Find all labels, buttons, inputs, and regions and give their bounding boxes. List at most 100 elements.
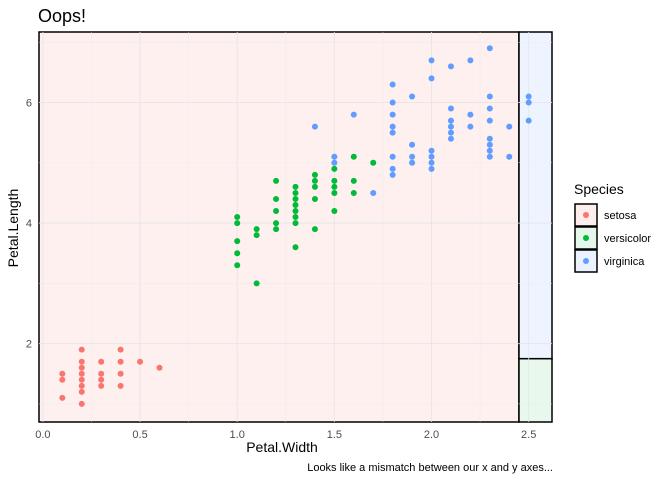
data-point-virginica xyxy=(389,171,396,178)
data-point-virginica xyxy=(370,189,377,196)
data-point-versicolor xyxy=(292,214,299,221)
data-point-virginica xyxy=(428,147,435,154)
data-point-versicolor xyxy=(331,208,338,215)
y-axis-title: Petal.Length xyxy=(5,189,21,268)
data-point-setosa xyxy=(59,370,66,377)
data-point-versicolor xyxy=(370,159,377,166)
data-point-virginica xyxy=(428,159,435,166)
data-point-versicolor xyxy=(350,177,357,184)
data-point-setosa xyxy=(156,364,163,371)
data-point-versicolor xyxy=(273,195,280,202)
data-point-versicolor xyxy=(234,220,241,227)
y-tick-label: 2 xyxy=(26,339,32,351)
data-point-versicolor xyxy=(292,201,299,208)
legend-title: Species xyxy=(574,181,624,197)
data-point-setosa xyxy=(98,358,105,365)
data-point-versicolor xyxy=(273,220,280,227)
data-point-setosa xyxy=(78,382,85,389)
data-point-virginica xyxy=(486,117,493,124)
data-point-versicolor xyxy=(234,238,241,245)
x-axis-ticks: 0.0 0.5 1.0 1.5 2.0 2.5 xyxy=(35,429,536,441)
data-point-virginica xyxy=(389,165,396,172)
data-point-setosa xyxy=(137,358,144,365)
data-point-virginica xyxy=(506,153,513,160)
data-point-virginica xyxy=(525,93,532,100)
x-axis-title: Petal.Width xyxy=(246,439,318,455)
data-point-setosa xyxy=(98,382,105,389)
data-point-versicolor xyxy=(331,189,338,196)
data-point-versicolor xyxy=(253,226,260,233)
data-point-virginica xyxy=(447,135,454,142)
decision-regions xyxy=(38,31,553,423)
data-point-versicolor xyxy=(234,250,241,257)
data-point-virginica xyxy=(525,99,532,106)
data-point-virginica xyxy=(447,117,454,124)
data-point-virginica xyxy=(447,105,454,112)
legend-point-versicolor xyxy=(583,235,589,241)
data-point-virginica xyxy=(467,123,474,130)
data-point-versicolor xyxy=(292,244,299,251)
data-point-versicolor xyxy=(311,183,318,190)
data-point-virginica xyxy=(428,153,435,160)
data-point-versicolor xyxy=(311,226,318,233)
data-point-setosa xyxy=(59,394,66,401)
data-point-versicolor xyxy=(292,220,299,227)
data-point-versicolor xyxy=(292,208,299,215)
data-points xyxy=(59,45,532,407)
data-point-virginica xyxy=(486,153,493,160)
data-point-setosa xyxy=(78,346,85,353)
data-point-setosa xyxy=(78,376,85,383)
data-point-virginica xyxy=(331,153,338,160)
data-point-versicolor xyxy=(253,232,260,239)
data-point-versicolor xyxy=(253,280,260,287)
data-point-virginica xyxy=(389,111,396,118)
data-point-virginica xyxy=(486,105,493,112)
x-tick-label: 0.0 xyxy=(35,429,50,441)
chart-caption: Looks like a mismatch between our x and … xyxy=(307,462,553,474)
data-point-setosa xyxy=(117,346,124,353)
data-point-versicolor xyxy=(350,153,357,160)
data-point-virginica xyxy=(389,129,396,136)
grid-lines xyxy=(39,32,552,422)
region-rect-versicolor xyxy=(518,357,553,423)
data-point-versicolor xyxy=(292,189,299,196)
data-point-versicolor xyxy=(331,177,338,184)
legend-point-setosa xyxy=(583,212,589,218)
data-point-versicolor xyxy=(311,177,318,184)
data-point-versicolor xyxy=(350,189,357,196)
region-rect-virginica xyxy=(518,31,553,360)
data-point-virginica xyxy=(428,165,435,172)
data-point-versicolor xyxy=(331,165,338,172)
data-point-versicolor xyxy=(234,262,241,269)
data-point-virginica xyxy=(389,153,396,160)
data-point-setosa xyxy=(78,400,85,407)
data-point-virginica xyxy=(447,63,454,70)
data-point-versicolor xyxy=(273,208,280,215)
data-point-virginica xyxy=(467,111,474,118)
data-point-virginica xyxy=(331,159,338,166)
data-point-virginica xyxy=(447,123,454,130)
x-tick-label: 1.5 xyxy=(327,429,342,441)
data-point-virginica xyxy=(486,147,493,154)
chart-title: Oops! xyxy=(38,6,86,26)
data-point-setosa xyxy=(78,388,85,395)
data-point-virginica xyxy=(428,57,435,64)
x-tick-label: 2.5 xyxy=(521,429,536,441)
data-point-virginica xyxy=(350,111,357,118)
data-point-versicolor xyxy=(273,226,280,233)
data-point-setosa xyxy=(98,376,105,383)
legend-point-virginica xyxy=(583,258,589,264)
y-tick-label: 4 xyxy=(26,218,32,230)
data-point-virginica xyxy=(467,57,474,64)
data-point-setosa xyxy=(78,358,85,365)
data-point-virginica xyxy=(525,117,532,124)
data-point-versicolor xyxy=(311,171,318,178)
data-point-virginica xyxy=(409,153,416,160)
data-point-setosa xyxy=(98,370,105,377)
data-point-virginica xyxy=(486,93,493,100)
data-point-setosa xyxy=(59,376,66,383)
y-axis-ticks: 2 4 6 xyxy=(26,98,32,351)
x-tick-label: 2.0 xyxy=(424,429,439,441)
data-point-virginica xyxy=(311,123,318,130)
y-tick-label: 6 xyxy=(26,98,32,110)
